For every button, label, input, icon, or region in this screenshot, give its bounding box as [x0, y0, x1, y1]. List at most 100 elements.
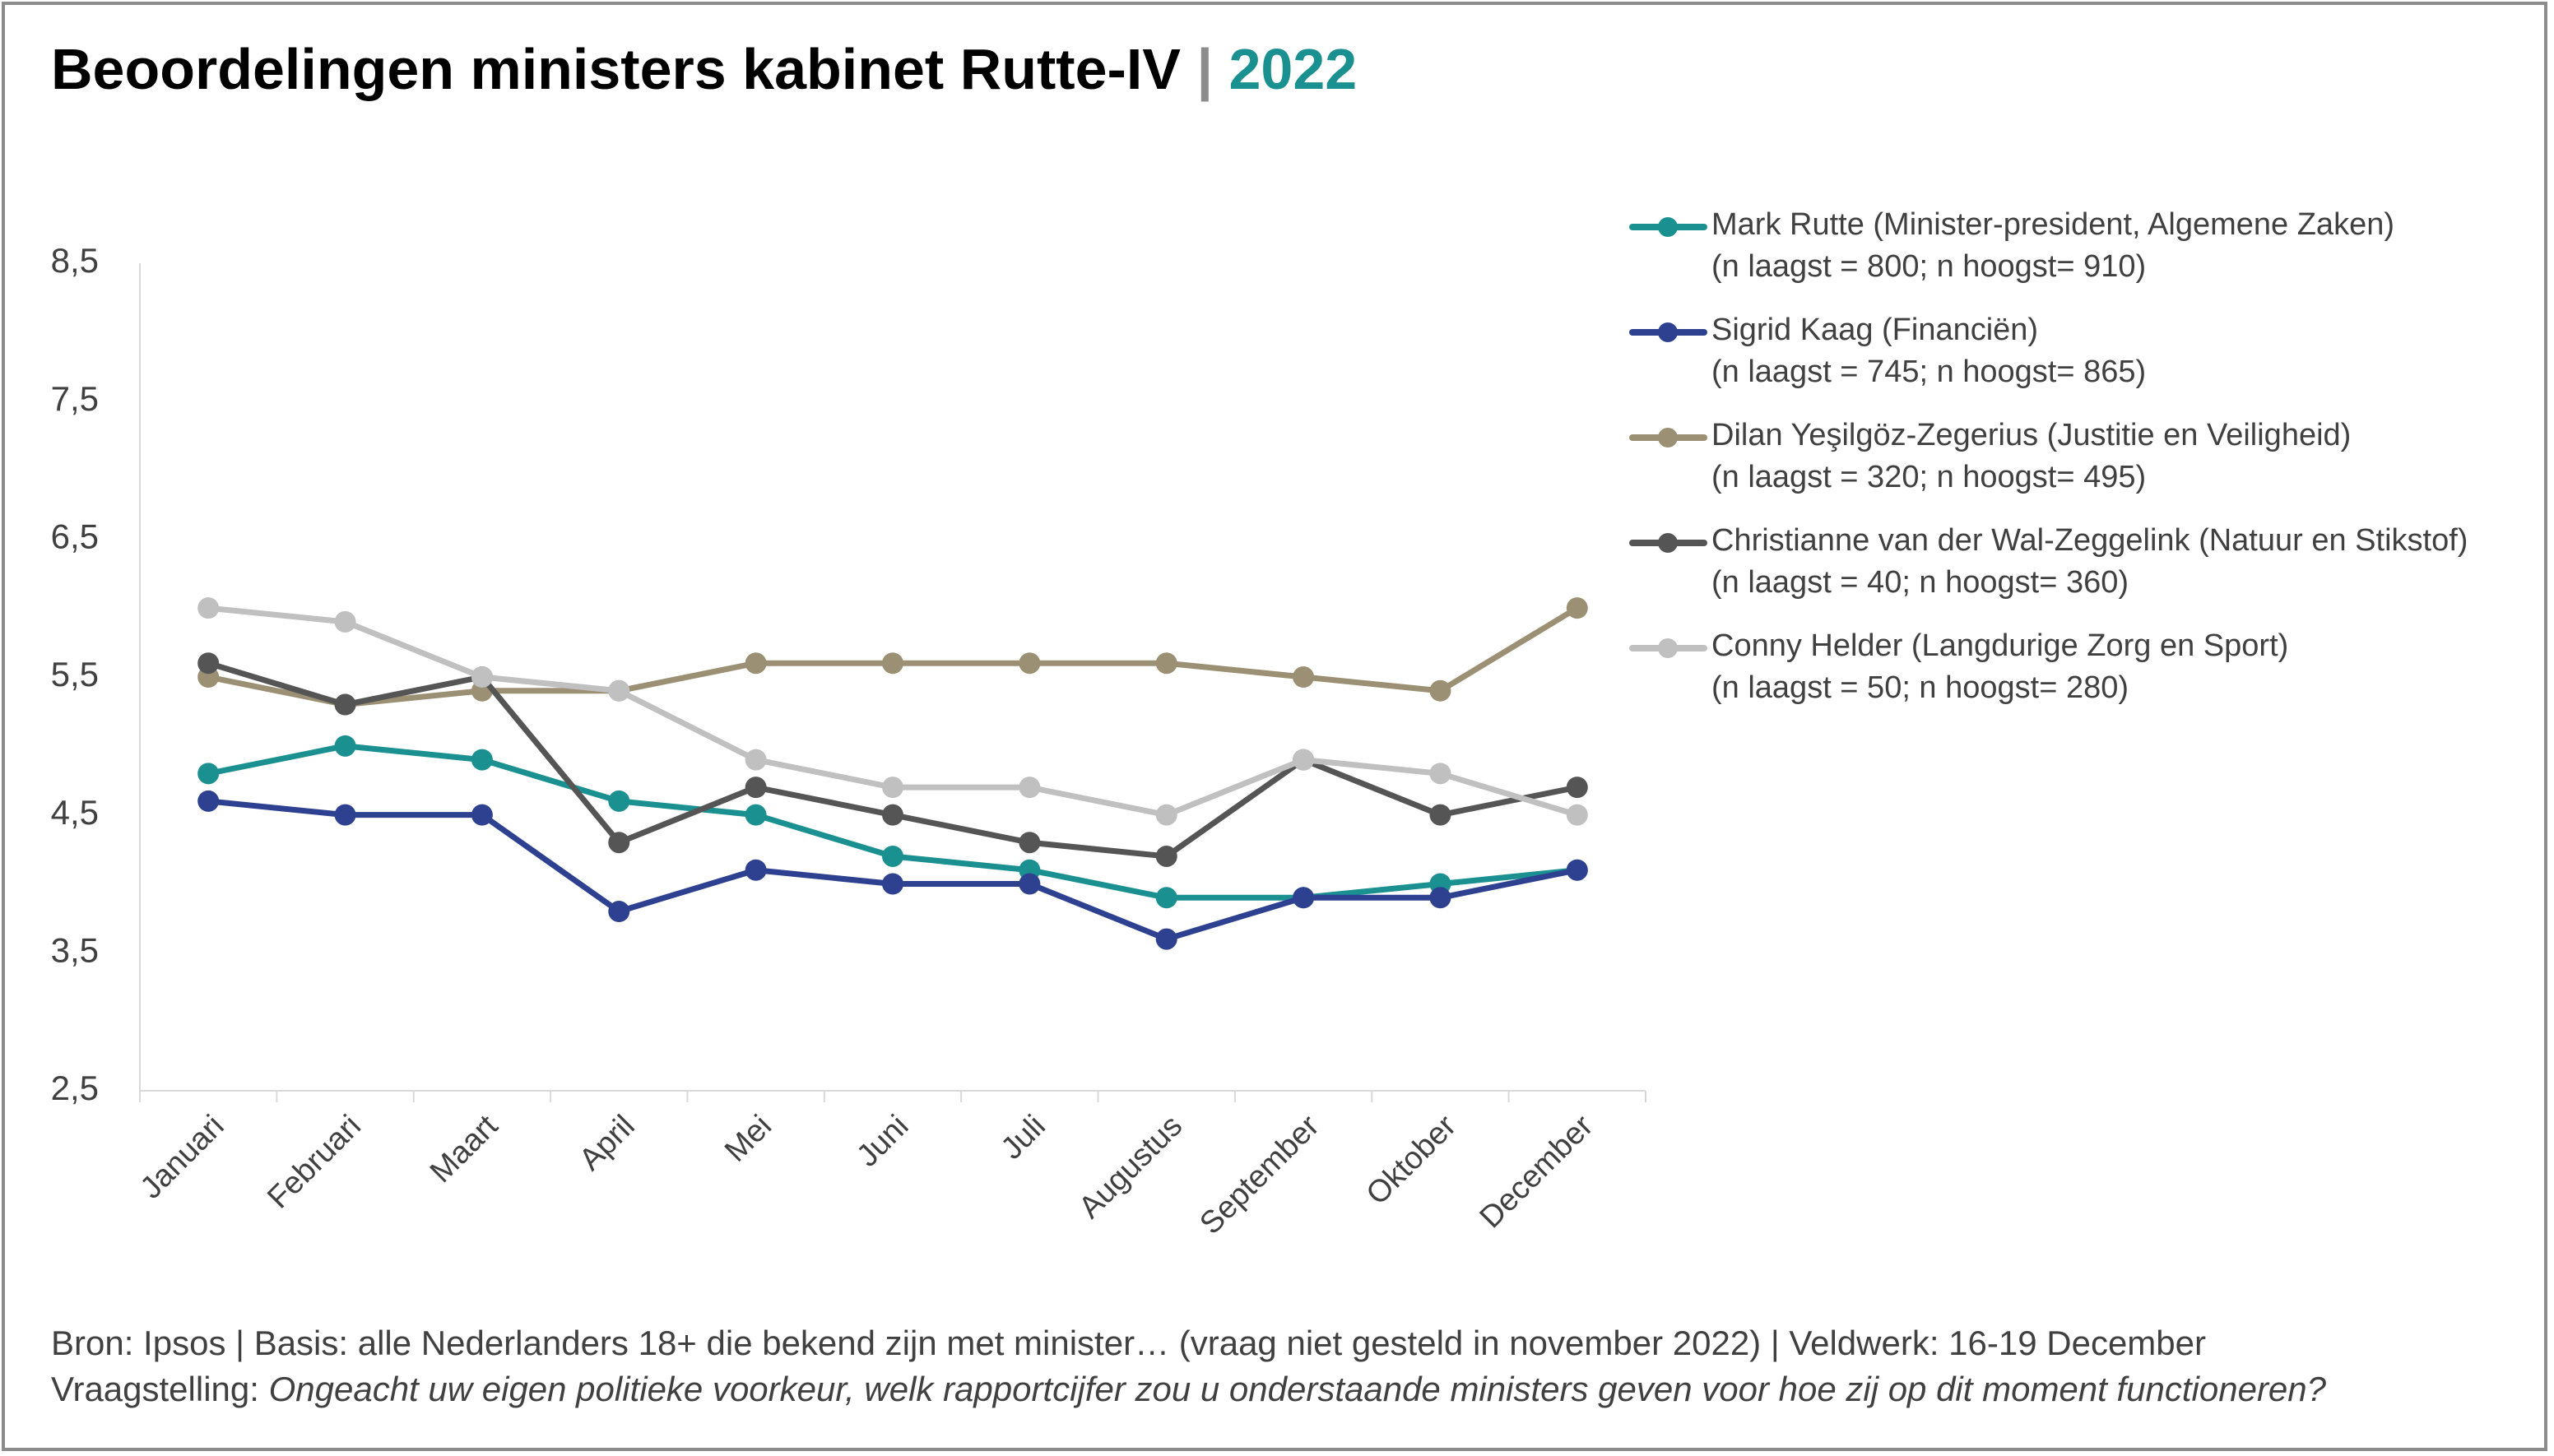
legend-name: Dilan Yeşilgöz-Zegerius (Justitie en Vei…	[1711, 418, 2352, 452]
legend-sample-size: (n laagst = 50; n hoogst= 280)	[1711, 670, 2129, 705]
y-tick-label: 8,5	[51, 241, 99, 280]
data-point	[334, 693, 356, 716]
data-point	[745, 777, 767, 799]
data-point	[1293, 749, 1315, 771]
legend-item-rutte: Mark Rutte (Minister-president, Algemene…	[1625, 204, 2547, 309]
data-point	[608, 790, 630, 812]
data-point	[197, 652, 220, 675]
data-point	[608, 832, 630, 854]
legend-label-van-der-wal: Christianne van der Wal-Zeggelink (Natuu…	[1711, 520, 2468, 604]
legend-sample-size: (n laagst = 800; n hoogst= 910)	[1711, 249, 2147, 284]
legend-sample-size: (n laagst = 320; n hoogst= 495)	[1711, 460, 2147, 494]
x-tick-label: Januari	[134, 1109, 231, 1206]
y-tick-label: 3,5	[51, 930, 99, 969]
data-point	[1293, 887, 1315, 909]
x-tick-label: December	[1474, 1109, 1600, 1236]
data-point	[1155, 804, 1177, 826]
data-point	[1019, 652, 1041, 675]
title-separator: |	[1196, 37, 1214, 101]
y-tick-label: 7,5	[51, 379, 99, 418]
data-point	[1155, 845, 1177, 867]
source-note: Bron: Ipsos | Basis: alle Nederlanders 1…	[51, 1324, 2206, 1362]
data-point	[745, 749, 767, 771]
data-point	[1429, 804, 1451, 826]
data-point	[1429, 679, 1451, 702]
legend-label-rutte: Mark Rutte (Minister-president, Algemene…	[1711, 204, 2394, 288]
legend-marker-helder	[1658, 638, 1678, 658]
question-text: Ongeacht uw eigen politieke voorkeur, we…	[268, 1370, 2327, 1408]
data-point	[334, 610, 356, 633]
data-point	[1155, 652, 1177, 675]
x-tick-label: April	[573, 1109, 641, 1177]
data-point	[882, 845, 903, 867]
x-tick-label: September	[1193, 1109, 1326, 1241]
x-tick-label: Oktober	[1360, 1109, 1464, 1213]
data-point	[745, 652, 767, 675]
legend-item-kaag: Sigrid Kaag (Financiën) (n laagst = 745;…	[1625, 309, 2547, 415]
data-point	[1566, 804, 1588, 826]
data-point	[882, 652, 903, 675]
data-point	[197, 597, 220, 619]
legend-marker-van-der-wal	[1658, 533, 1678, 553]
data-point	[1293, 666, 1315, 688]
legend-item-helder: Conny Helder (Langdurige Zorg en Sport) …	[1625, 625, 2547, 730]
data-point	[471, 666, 493, 688]
y-tick-label: 6,5	[51, 517, 99, 555]
chart-footer: Bron: Ipsos | Basis: alle Nederlanders 1…	[51, 1320, 2326, 1412]
data-point	[197, 763, 220, 785]
title-year: 2022	[1228, 37, 1358, 101]
data-point	[334, 804, 356, 826]
chart-title: Beoordelingen ministers kabinet Rutte-IV…	[51, 38, 1357, 101]
data-point	[882, 804, 903, 826]
question-label: Vraagstelling:	[51, 1370, 269, 1408]
legend-marker-yesilgoz	[1658, 428, 1678, 447]
data-point	[1566, 777, 1588, 799]
data-point	[745, 859, 767, 881]
x-tick-label: Juli	[995, 1109, 1052, 1166]
legend-name: Christianne van der Wal-Zeggelink (Natuu…	[1711, 523, 2468, 558]
y-tick-label: 5,5	[51, 655, 99, 693]
x-tick-label: Juni	[850, 1109, 915, 1174]
x-tick-label: Augustus	[1072, 1109, 1189, 1226]
data-point	[882, 873, 903, 895]
data-point	[1155, 887, 1177, 909]
data-point	[1019, 777, 1041, 799]
data-point	[1019, 832, 1041, 854]
data-point	[745, 804, 767, 826]
legend-marker-kaag	[1658, 322, 1678, 342]
x-tick-label: Mei	[718, 1109, 778, 1169]
series-line	[205, 660, 1581, 860]
data-point	[1566, 859, 1588, 881]
legend-sample-size: (n laagst = 40; n hoogst= 360)	[1711, 565, 2129, 600]
data-point	[334, 735, 356, 757]
x-tick-label: Februari	[261, 1109, 368, 1216]
data-point	[197, 790, 220, 812]
x-tick-label: Maart	[424, 1108, 505, 1189]
title-main: Beoordelingen ministers kabinet Rutte-IV	[51, 37, 1181, 101]
legend: Mark Rutte (Minister-president, Algemene…	[1625, 204, 2547, 730]
legend-name: Conny Helder (Langdurige Zorg en Sport)	[1711, 628, 2289, 663]
legend-label-yesilgoz: Dilan Yeşilgöz-Zegerius (Justitie en Vei…	[1711, 415, 2351, 498]
data-point	[608, 679, 630, 702]
legend-name: Sigrid Kaag (Financiën)	[1711, 313, 2039, 347]
data-point	[608, 901, 630, 923]
legend-name: Mark Rutte (Minister-president, Algemene…	[1711, 207, 2394, 242]
data-point	[1155, 928, 1177, 950]
legend-item-yesilgoz: Dilan Yeşilgöz-Zegerius (Justitie en Vei…	[1625, 415, 2547, 520]
data-point	[882, 777, 903, 799]
data-point	[1566, 597, 1588, 619]
legend-marker-rutte	[1658, 217, 1678, 237]
y-tick-label: 4,5	[51, 793, 99, 832]
data-point	[471, 804, 493, 826]
legend-label-helder: Conny Helder (Langdurige Zorg en Sport) …	[1711, 625, 2288, 709]
legend-sample-size: (n laagst = 745; n hoogst= 865)	[1711, 355, 2147, 389]
y-tick-label: 2,5	[51, 1069, 99, 1107]
data-point	[1019, 873, 1041, 895]
legend-label-kaag: Sigrid Kaag (Financiën) (n laagst = 745;…	[1711, 309, 2146, 393]
data-point	[1429, 887, 1451, 909]
data-point	[1429, 763, 1451, 785]
legend-item-van-der-wal: Christianne van der Wal-Zeggelink (Natuu…	[1625, 520, 2547, 625]
question-note: Vraagstelling: Ongeacht uw eigen politie…	[51, 1366, 2326, 1412]
